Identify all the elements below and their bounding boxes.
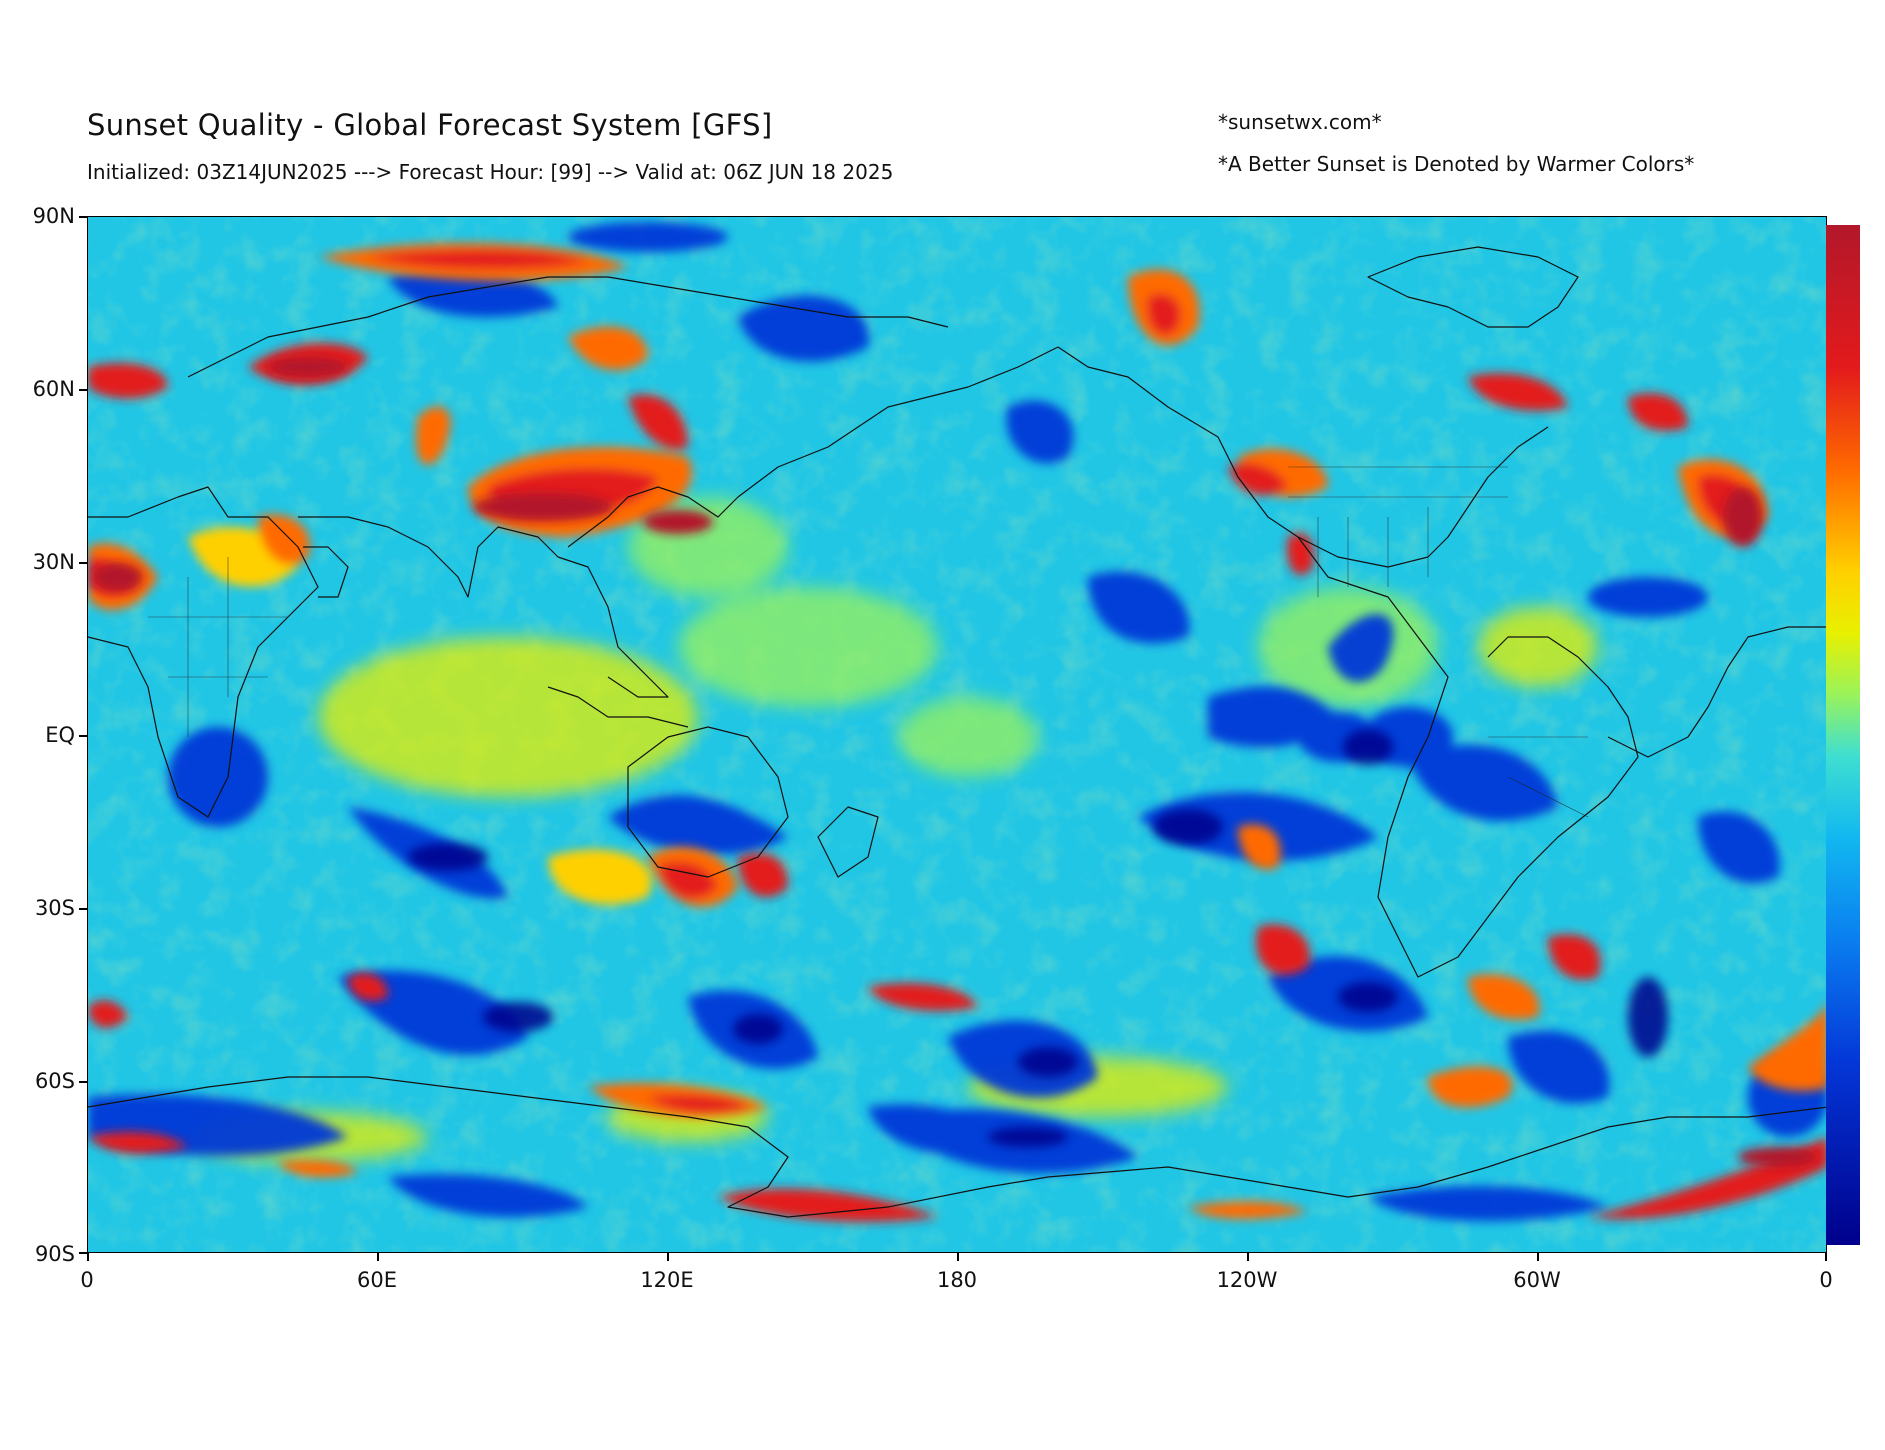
forecast-info: Initialized: 03Z14JUN2025 ---> Forecast … (87, 160, 894, 184)
map-title: Sunset Quality - Global Forecast System … (87, 108, 773, 142)
lat-label-90n: 90N (32, 204, 75, 228)
lon-label-120w: 120W (1216, 1268, 1278, 1292)
lat-label-30s: 30S (34, 896, 75, 920)
lon-tick (667, 1253, 669, 1261)
borders (148, 466, 1589, 818)
lon-tick (377, 1253, 379, 1261)
lat-label-60s: 60S (34, 1069, 75, 1093)
lon-label-60w: 60W (1513, 1268, 1561, 1292)
coastlines (88, 246, 1826, 1218)
sunset-quality-map[interactable] (87, 216, 1827, 1253)
lon-tick (1247, 1253, 1249, 1261)
lon-label-180: 180 (936, 1268, 978, 1292)
lat-tick (79, 216, 87, 218)
lat-label-eq: EQ (45, 723, 75, 747)
lat-label-90s: 90S (34, 1242, 75, 1266)
colorbar (1826, 225, 1860, 1245)
lat-label-30n: 30N (32, 550, 75, 574)
source-credit: *sunsetwx.com* (1218, 110, 1382, 134)
lon-label-120e: 120E (640, 1268, 694, 1292)
lon-tick (1537, 1253, 1539, 1261)
lat-tick (79, 389, 87, 391)
lat-label-60n: 60N (32, 377, 75, 401)
lat-tick (79, 735, 87, 737)
lon-tick (1825, 1253, 1827, 1261)
lat-tick (79, 1081, 87, 1083)
color-note: *A Better Sunset is Denoted by Warmer Co… (1218, 152, 1695, 176)
lon-tick (87, 1253, 89, 1261)
lat-tick (79, 1252, 87, 1254)
lon-label-60e: 60E (357, 1268, 397, 1292)
lat-tick (79, 908, 87, 910)
lon-tick (957, 1253, 959, 1261)
lon-label-0-east: 0 (1819, 1268, 1833, 1292)
lat-tick (79, 562, 87, 564)
forecast-field (88, 217, 1826, 1252)
lon-label-0: 0 (80, 1268, 94, 1292)
